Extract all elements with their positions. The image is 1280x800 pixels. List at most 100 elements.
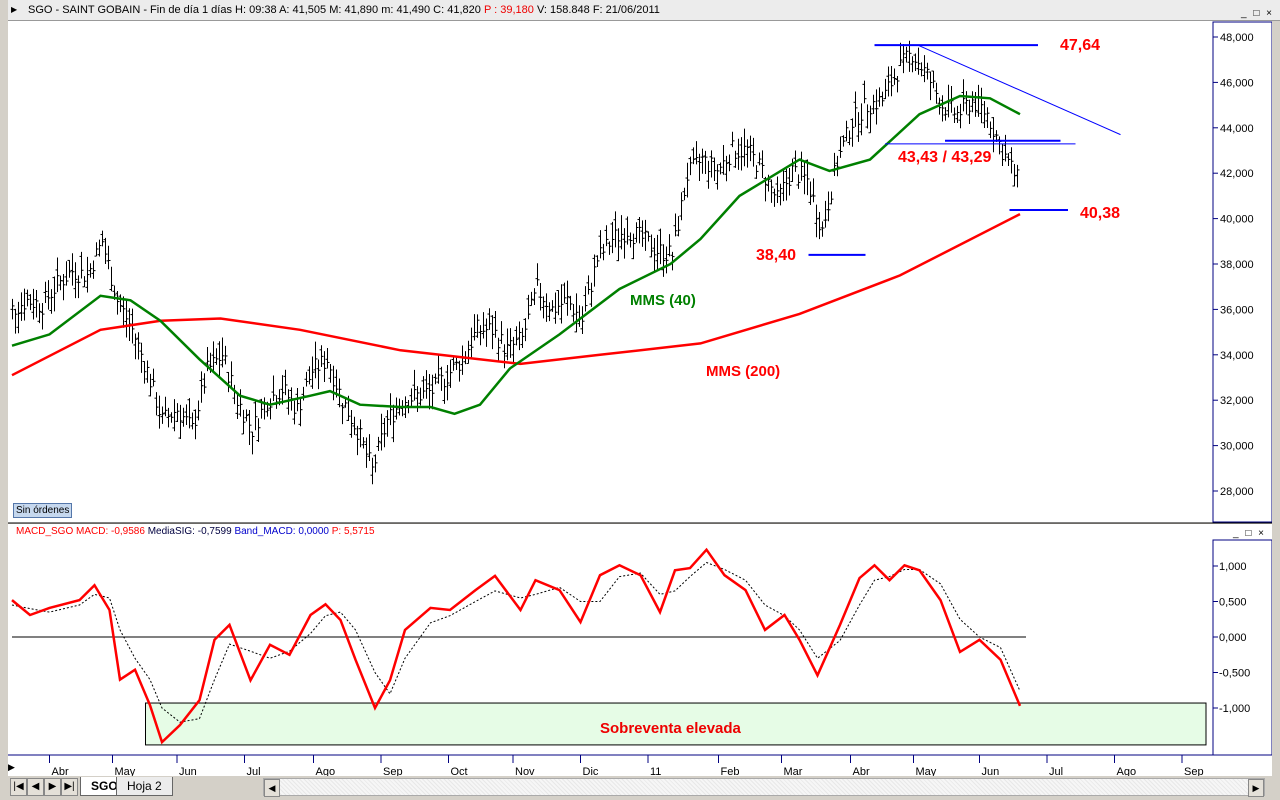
price-bar [370,457,375,485]
tab-hoja-2[interactable]: Hoja 2 [116,777,173,796]
price-bar [850,118,855,147]
price-bar [631,233,636,260]
first-sheet-button[interactable]: |◀ [10,778,27,796]
price-bar [721,145,726,175]
price-bar [637,217,642,244]
price-bar [70,253,75,286]
price-bar [64,261,69,286]
month-label: Ago [316,766,336,778]
price-bar [811,178,816,203]
price-bar [823,200,828,228]
level-label-40-38: 40,38 [1080,205,1121,222]
price-bar [310,356,315,389]
price-tick-label: 38,000 [1220,259,1254,271]
price-bar [439,366,444,391]
price-bar [367,434,372,462]
chart-title-bar: ▶ SGO - SAINT GOBAIN - Fin de día 1 días… [8,0,1280,21]
price-bar [649,234,654,258]
price-bar [745,139,750,168]
price-bar [970,91,975,113]
price-bar [361,437,366,449]
price-bar [37,303,42,324]
price-bar [829,191,834,205]
price-bar [658,228,663,265]
price-bar [28,294,33,311]
price-bar [427,373,432,410]
price-bar [148,373,153,397]
price-bar [169,412,174,423]
price-bar [817,211,822,240]
quote-p-value: P : 39,180 [483,4,534,16]
month-label: Ago [1117,766,1137,778]
price-bar [358,419,363,448]
no-orders-button[interactable]: Sin órdenes [13,503,73,518]
price-bar [868,105,873,134]
price-bar [838,136,843,158]
price-bar [490,315,495,350]
expand-arrow-icon[interactable]: ▶ [11,5,18,14]
price-bar [175,403,180,422]
month-label: Feb [721,766,740,778]
price-bar [841,135,846,147]
price-bar [73,262,78,299]
price-bar [1006,153,1011,167]
macd-window-buttons[interactable]: _ □ × [1233,528,1266,539]
price-bar [145,360,150,383]
price-bar [157,395,162,429]
time-scroll-arrow-icon[interactable]: ▶ [8,762,15,772]
price-bar [34,290,39,318]
price-bar [778,183,783,206]
price-bar [883,78,888,100]
month-label: Jun [179,766,197,778]
price-bar [193,409,198,440]
price-bar [394,397,399,420]
price-bar [313,341,318,379]
price-bar [214,348,219,365]
month-label: Sep [1184,766,1204,778]
price-bar [934,82,939,104]
price-bar [586,275,591,295]
price-bar [529,291,534,307]
price-bar [328,363,333,383]
horizontal-scrollbar[interactable]: ◀ ▶ [263,778,1265,797]
month-label: Dic [583,766,599,778]
price-bar [493,310,498,338]
price-bar [760,150,765,178]
price-bar [220,337,225,368]
price-bar [382,418,387,448]
macd-line [11,547,1022,745]
price-bar [685,162,690,198]
window-buttons[interactable]: _ □ × [1241,8,1274,19]
price-bar [919,62,924,77]
next-sheet-button[interactable]: ▶ [44,778,61,796]
price-bar [688,156,693,176]
price-bar [943,107,948,121]
price-tick-label: 34,000 [1220,350,1254,362]
mms40-label: MMS (40) [630,292,696,309]
price-bar [442,378,447,404]
band-value: Band_MACD: 0,0000 [234,526,329,537]
macd-name: MACD_SGO [16,526,74,537]
price-bar [94,242,99,257]
price-bar [559,284,564,324]
quote-title: SGO - SAINT GOBAIN - Fin de día 1 días H… [28,4,481,16]
price-bar [964,91,969,115]
scroll-right-button[interactable]: ▶ [1248,779,1264,797]
price-bar [241,409,246,435]
price-bar [769,179,774,203]
level-label-43: 43,43 / 43,29 [898,149,992,166]
price-bar [520,327,525,349]
macd-tick-label: -1,000 [1219,703,1250,715]
last-sheet-button[interactable]: ▶| [61,778,78,796]
price-bar [211,341,216,371]
price-bar [892,68,897,85]
level-label-38-40: 38,40 [756,247,797,264]
quote-summary: SGO - SAINT GOBAIN - Fin de día 1 días H… [28,0,660,20]
scroll-left-button[interactable]: ◀ [264,779,280,797]
price-bar [364,437,369,468]
price-bar [340,402,345,425]
price-bar [598,230,603,259]
prev-sheet-button[interactable]: ◀ [27,778,44,796]
price-bar [646,231,651,242]
price-bar [1000,143,1005,166]
